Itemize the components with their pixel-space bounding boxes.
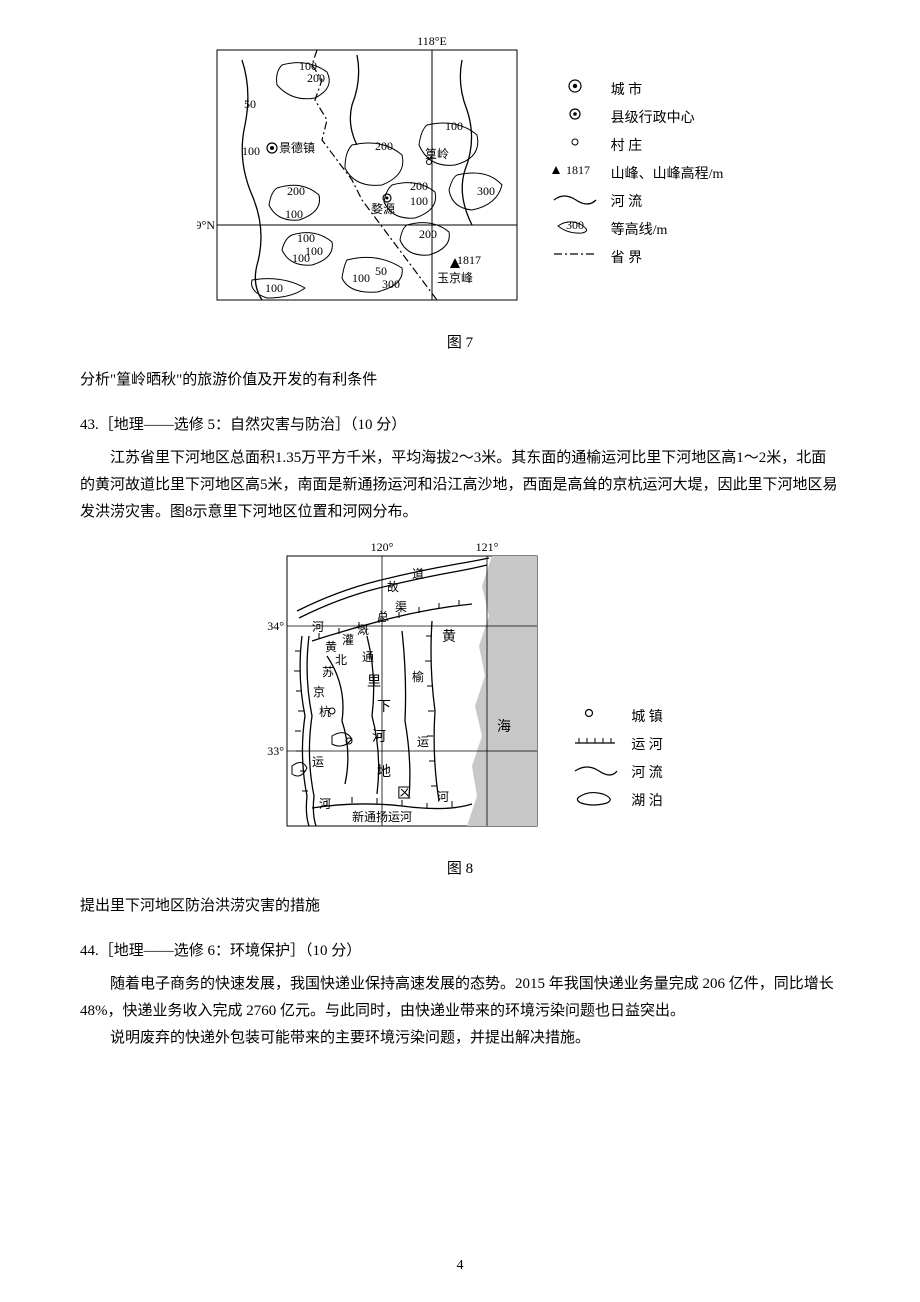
svg-text:120°: 120° [371,540,394,554]
svg-text:下: 下 [377,700,391,715]
svg-text:篁岭: 篁岭 [425,146,449,161]
q44-para2: 说明废弃的快递外包装可能带来的主要环境污染问题，并提出解决措施。 [80,1025,840,1052]
svg-text:灌: 灌 [342,633,354,647]
svg-text:道: 道 [412,567,424,581]
svg-text:地: 地 [377,764,391,780]
svg-text:50: 50 [375,264,387,278]
q43-para: 江苏省里下河地区总面积1.35万平方千米，平均海拔2～3米。其东面的通榆运河比里… [80,445,840,526]
figure-8-container: 120° 121° 34° 33° 道 故 黄 河 渠 总 [80,536,840,846]
svg-text:总: 总 [377,610,389,624]
svg-text:200: 200 [419,227,437,241]
figure-7: 118°E 29°N 100 200 200 100 200 100 100 1… [197,30,724,320]
svg-text:河: 河 [372,729,386,745]
svg-text:故: 故 [387,579,399,594]
svg-text:榆: 榆 [412,669,424,684]
svg-text:300: 300 [382,277,400,291]
figure-7-map: 118°E 29°N 100 200 200 100 200 100 100 1… [197,30,537,320]
legend-canal: 运 河 [625,733,663,758]
svg-text:运: 运 [417,735,429,749]
q44-title: 44.［地理——选修 6：环境保护］（10 分） [80,938,840,965]
legend-river-8: 河 流 [625,761,663,786]
svg-text:渠: 渠 [395,600,407,614]
legend-boundary: 省 界 [605,246,643,271]
svg-text:300: 300 [566,218,584,232]
svg-text:溉: 溉 [357,623,369,637]
legend-city: 城 市 [605,78,643,103]
svg-text:黄: 黄 [325,640,337,654]
svg-text:200: 200 [287,184,305,198]
svg-text:100: 100 [285,207,303,221]
svg-text:121°: 121° [476,540,499,554]
svg-text:300: 300 [477,184,495,198]
svg-text:黄: 黄 [442,628,456,645]
svg-text:50: 50 [244,97,256,111]
figure-8-caption: 图 8 [80,856,840,883]
svg-text:河: 河 [312,620,324,634]
svg-text:200: 200 [375,139,393,153]
svg-text:京: 京 [313,685,325,699]
page-number: 4 [0,1253,920,1278]
svg-text:区: 区 [397,786,411,802]
legend-town: 城 镇 [625,705,663,730]
svg-text:100: 100 [292,251,310,265]
svg-text:100: 100 [265,281,283,295]
figure-8-map: 120° 121° 34° 33° 道 故 黄 河 渠 总 [257,536,557,846]
svg-text:北: 北 [335,653,347,667]
svg-text:玉京峰: 玉京峰 [437,271,473,285]
svg-text:33°: 33° [267,744,284,758]
figure-7-legend: 城 市 县级行政中心 村 庄 1817 山峰、山峰高程/m 河 流 300 等高… [545,77,724,273]
svg-text:1817: 1817 [457,253,481,267]
svg-text:29°N: 29°N [197,218,215,232]
svg-text:100: 100 [242,144,260,158]
legend-county: 县级行政中心 [605,106,695,131]
legend-contour: 等高线/m [605,218,668,243]
svg-text:100: 100 [352,271,370,285]
q43-prompt: 提出里下河地区防治洪涝灾害的措施 [80,893,840,920]
svg-text:200: 200 [307,71,325,85]
svg-text:1817: 1817 [566,163,590,177]
legend-lake: 湖 泊 [625,789,663,814]
svg-text:100: 100 [410,194,428,208]
svg-text:新通扬运河: 新通扬运河 [352,809,412,824]
figure-8: 120° 121° 34° 33° 道 故 黄 河 渠 总 [257,536,663,846]
legend-village: 村 庄 [605,134,643,159]
svg-text:景德镇: 景德镇 [279,140,315,155]
svg-text:118°E: 118°E [417,34,447,48]
svg-text:里: 里 [367,675,381,690]
svg-text:苏: 苏 [322,665,334,679]
legend-peak: 山峰、山峰高程/m [605,162,724,187]
q43-title: 43.［地理——选修 5：自然灾害与防治］（10 分） [80,412,840,439]
q44-para1: 随着电子商务的快速发展，我国快递业保持高速发展的态势。2015 年我国快递业务量… [80,971,840,1025]
svg-text:海: 海 [497,719,511,735]
svg-text:200: 200 [410,179,428,193]
svg-text:河: 河 [319,797,331,811]
figure-7-container: 118°E 29°N 100 200 200 100 200 100 100 1… [80,30,840,320]
legend-river: 河 流 [605,190,643,215]
svg-text:100: 100 [297,231,315,245]
svg-text:34°: 34° [267,619,284,633]
svg-text:婺源: 婺源 [371,201,395,216]
svg-text:100: 100 [445,119,463,133]
figure-8-legend: 城 镇 运 河 河 流 湖 泊 [565,704,663,816]
svg-text:运: 运 [312,755,324,769]
svg-text:河: 河 [437,790,449,804]
q42-prompt: 分析"篁岭晒秋"的旅游价值及开发的有利条件 [80,367,840,394]
figure-7-caption: 图 7 [80,330,840,357]
